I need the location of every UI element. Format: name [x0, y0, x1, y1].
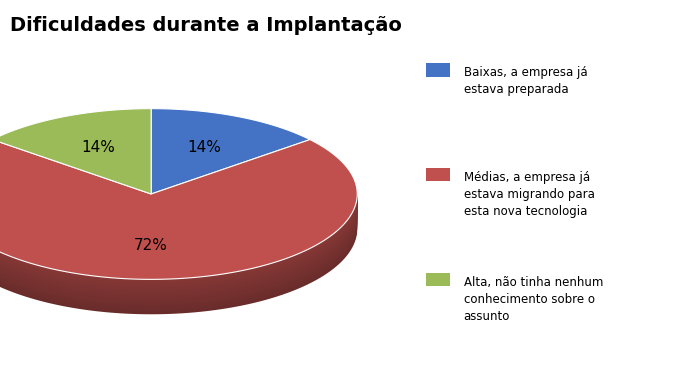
FancyBboxPatch shape — [426, 168, 450, 182]
Text: 72%: 72% — [134, 238, 168, 253]
Text: Baixas, a empresa já
estava preparada: Baixas, a empresa já estava preparada — [464, 66, 587, 97]
Text: 14%: 14% — [82, 140, 115, 155]
Polygon shape — [0, 193, 357, 305]
Polygon shape — [151, 109, 310, 194]
Polygon shape — [0, 193, 357, 290]
Polygon shape — [0, 193, 357, 302]
Polygon shape — [0, 193, 357, 291]
Text: Dificuldades durante a Implantação: Dificuldades durante a Implantação — [10, 16, 402, 35]
Polygon shape — [0, 193, 357, 295]
Polygon shape — [0, 193, 357, 314]
Polygon shape — [0, 193, 357, 298]
Text: Médias, a empresa já
estava migrando para
esta nova tecnologia: Médias, a empresa já estava migrando par… — [464, 171, 595, 218]
Polygon shape — [0, 109, 151, 194]
Polygon shape — [0, 193, 357, 311]
Polygon shape — [0, 193, 357, 281]
Polygon shape — [0, 193, 357, 300]
FancyBboxPatch shape — [426, 273, 450, 286]
Polygon shape — [0, 193, 357, 309]
FancyBboxPatch shape — [426, 63, 450, 77]
Polygon shape — [0, 193, 357, 293]
Polygon shape — [0, 193, 357, 304]
Polygon shape — [0, 193, 357, 307]
Polygon shape — [0, 193, 357, 288]
Polygon shape — [0, 193, 357, 286]
Polygon shape — [0, 193, 357, 284]
Polygon shape — [0, 193, 357, 297]
Polygon shape — [0, 193, 357, 312]
Polygon shape — [0, 140, 357, 279]
Text: 14%: 14% — [187, 140, 221, 155]
Polygon shape — [0, 193, 357, 283]
Text: Alta, não tinha nenhum
conhecimento sobre o
assunto: Alta, não tinha nenhum conhecimento sobr… — [464, 276, 603, 323]
